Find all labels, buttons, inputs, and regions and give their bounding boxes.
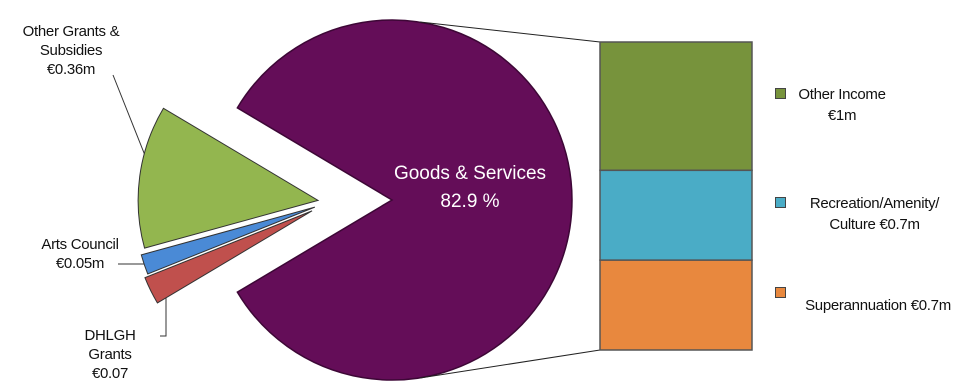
legend-entry: Superannuation €0.7m bbox=[780, 295, 976, 316]
legend-value: €0.7m bbox=[910, 297, 952, 315]
legend-marker bbox=[775, 287, 786, 299]
legend-value: €1m bbox=[827, 107, 857, 125]
leader-line bbox=[112, 74, 151, 169]
legend-name: Superannuation bbox=[805, 297, 907, 315]
slice-value: €0.05m bbox=[55, 255, 105, 272]
slice-label: Arts Council €0.05m bbox=[40, 235, 120, 273]
legend-name: Recreation/Amenity/ Culture bbox=[809, 195, 940, 234]
pie-slice bbox=[144, 210, 313, 304]
main-slice-label: Goods & Services 82.9 % bbox=[370, 160, 570, 216]
slice-value: €0.07 bbox=[91, 365, 129, 382]
legend-name: Other Income bbox=[798, 86, 886, 104]
slice-name: Arts Council bbox=[41, 236, 119, 253]
connector-line bbox=[419, 21, 601, 43]
slice-name: Other Grants & Subsidies bbox=[22, 23, 120, 59]
slice-value: 82.9 % bbox=[440, 191, 500, 212]
slice-name: Goods & Services bbox=[393, 163, 547, 184]
bar-segment bbox=[599, 169, 753, 261]
slice-label: DHLGH Grants €0.07 bbox=[70, 326, 150, 383]
legend-marker bbox=[775, 88, 786, 100]
bar-segment bbox=[599, 259, 753, 351]
connector-line bbox=[419, 349, 601, 379]
pie-slice bbox=[137, 107, 320, 249]
legend-value: €0.7m bbox=[879, 216, 920, 234]
legend-entry: Recreation/Amenity/ Culture €0.7m bbox=[792, 193, 957, 235]
legend-marker bbox=[775, 197, 786, 209]
pie-slice bbox=[140, 206, 316, 275]
slice-value: €0.36m bbox=[46, 61, 96, 78]
legend-entry: Other Income €1m bbox=[787, 84, 897, 126]
slice-label: Other Grants & Subsidies €0.36m bbox=[2, 22, 140, 79]
pie-slice bbox=[236, 19, 573, 381]
slice-name: DHLGH Grants bbox=[84, 327, 136, 363]
bar-segment bbox=[599, 41, 753, 172]
leader-line bbox=[160, 285, 167, 337]
